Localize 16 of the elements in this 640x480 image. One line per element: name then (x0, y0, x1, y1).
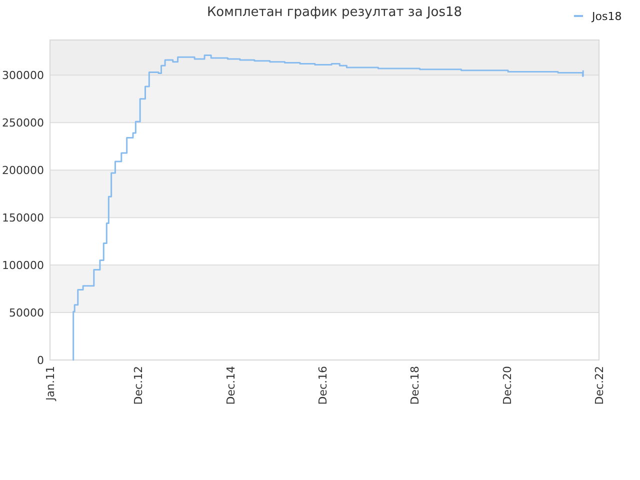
x-tick-label: Dec.18 (408, 366, 422, 405)
y-tick-label: 0 (37, 354, 44, 367)
x-tick-label: Dec.12 (132, 366, 146, 405)
y-tick-label: 50000 (9, 306, 44, 320)
y-tick-label: 100000 (2, 258, 44, 272)
x-tick-label: Dec.20 (500, 366, 514, 405)
y-tick-label: 200000 (2, 164, 44, 177)
x-tick-label: Jan.11 (44, 366, 57, 402)
x-tick-label: Dec.22 (592, 366, 606, 405)
y-tick-label: 300000 (2, 68, 44, 82)
y-tick-label: 150000 (2, 211, 44, 224)
x-tick-label: Dec.14 (224, 366, 238, 405)
y-tick-label: 250000 (2, 116, 44, 130)
x-tick-label: Dec.16 (316, 366, 330, 405)
legend-label: Jos18 (591, 10, 622, 23)
chart-title: Комплетан график резултат за Jos18 (206, 5, 462, 20)
